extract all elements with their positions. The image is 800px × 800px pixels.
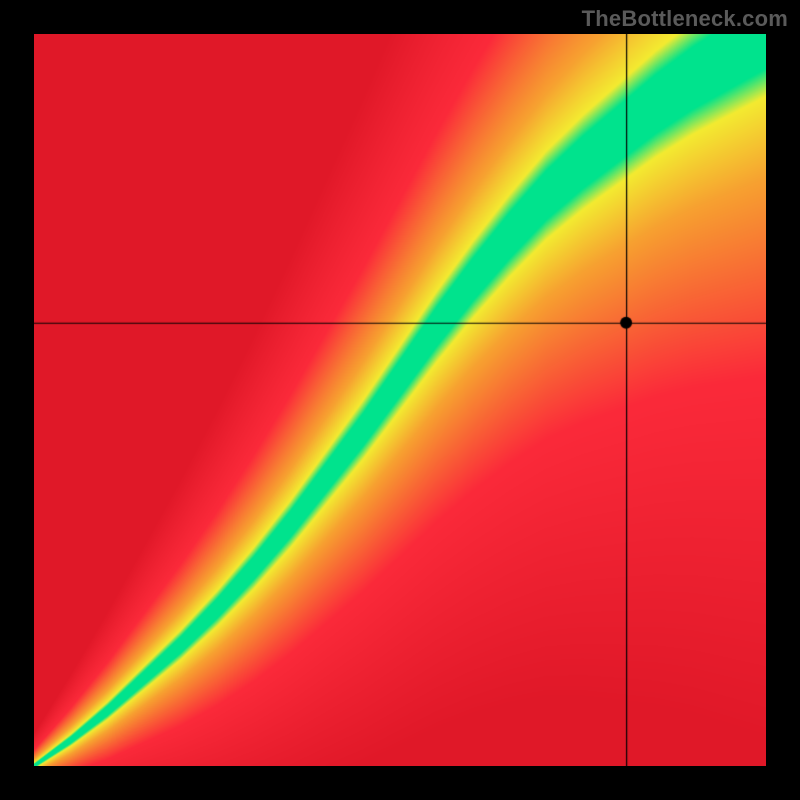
watermark-text: TheBottleneck.com: [582, 6, 788, 32]
crosshair-overlay: [34, 34, 766, 766]
chart-container: TheBottleneck.com: [0, 0, 800, 800]
